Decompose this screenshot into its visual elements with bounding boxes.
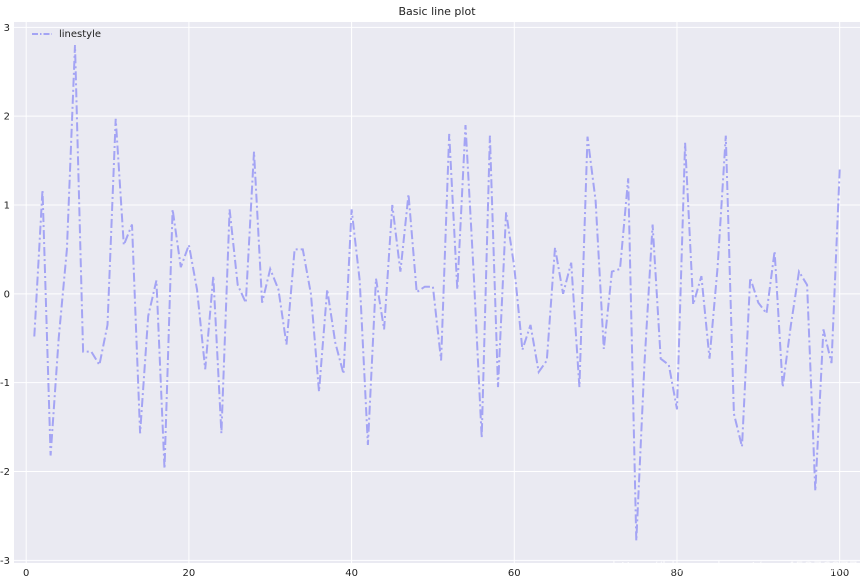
y-tick-label: 1: [4, 200, 10, 211]
y-tick-label: 2: [4, 112, 10, 123]
y-tick-label: -3: [0, 556, 10, 567]
gridlines: [14, 22, 860, 563]
y-tick-label: -2: [0, 467, 10, 478]
series-line: [33, 45, 841, 541]
x-tick-label: 60: [508, 568, 521, 579]
x-tick-label: 20: [183, 568, 196, 579]
x-tick-label: 80: [671, 568, 684, 579]
y-tick-label: -1: [0, 378, 10, 389]
x-tick-label: 0: [23, 568, 29, 579]
watermark-text: https://blog.csdn.net/qq_45376877: [612, 560, 858, 576]
legend: linestyle: [32, 29, 101, 40]
x-tick-label: 100: [830, 568, 849, 579]
plot-area: [14, 22, 860, 563]
x-axis-ticks: 0 20 40 60 80 100: [23, 568, 849, 579]
x-tick-label: 40: [345, 568, 358, 579]
y-axis-ticks: -3 -2 -1 0 1 2 3: [0, 23, 10, 567]
y-tick-label: 3: [4, 23, 10, 34]
chart-title: Basic line plot: [398, 5, 476, 18]
legend-label: linestyle: [59, 29, 101, 40]
y-tick-label: 0: [4, 289, 10, 300]
